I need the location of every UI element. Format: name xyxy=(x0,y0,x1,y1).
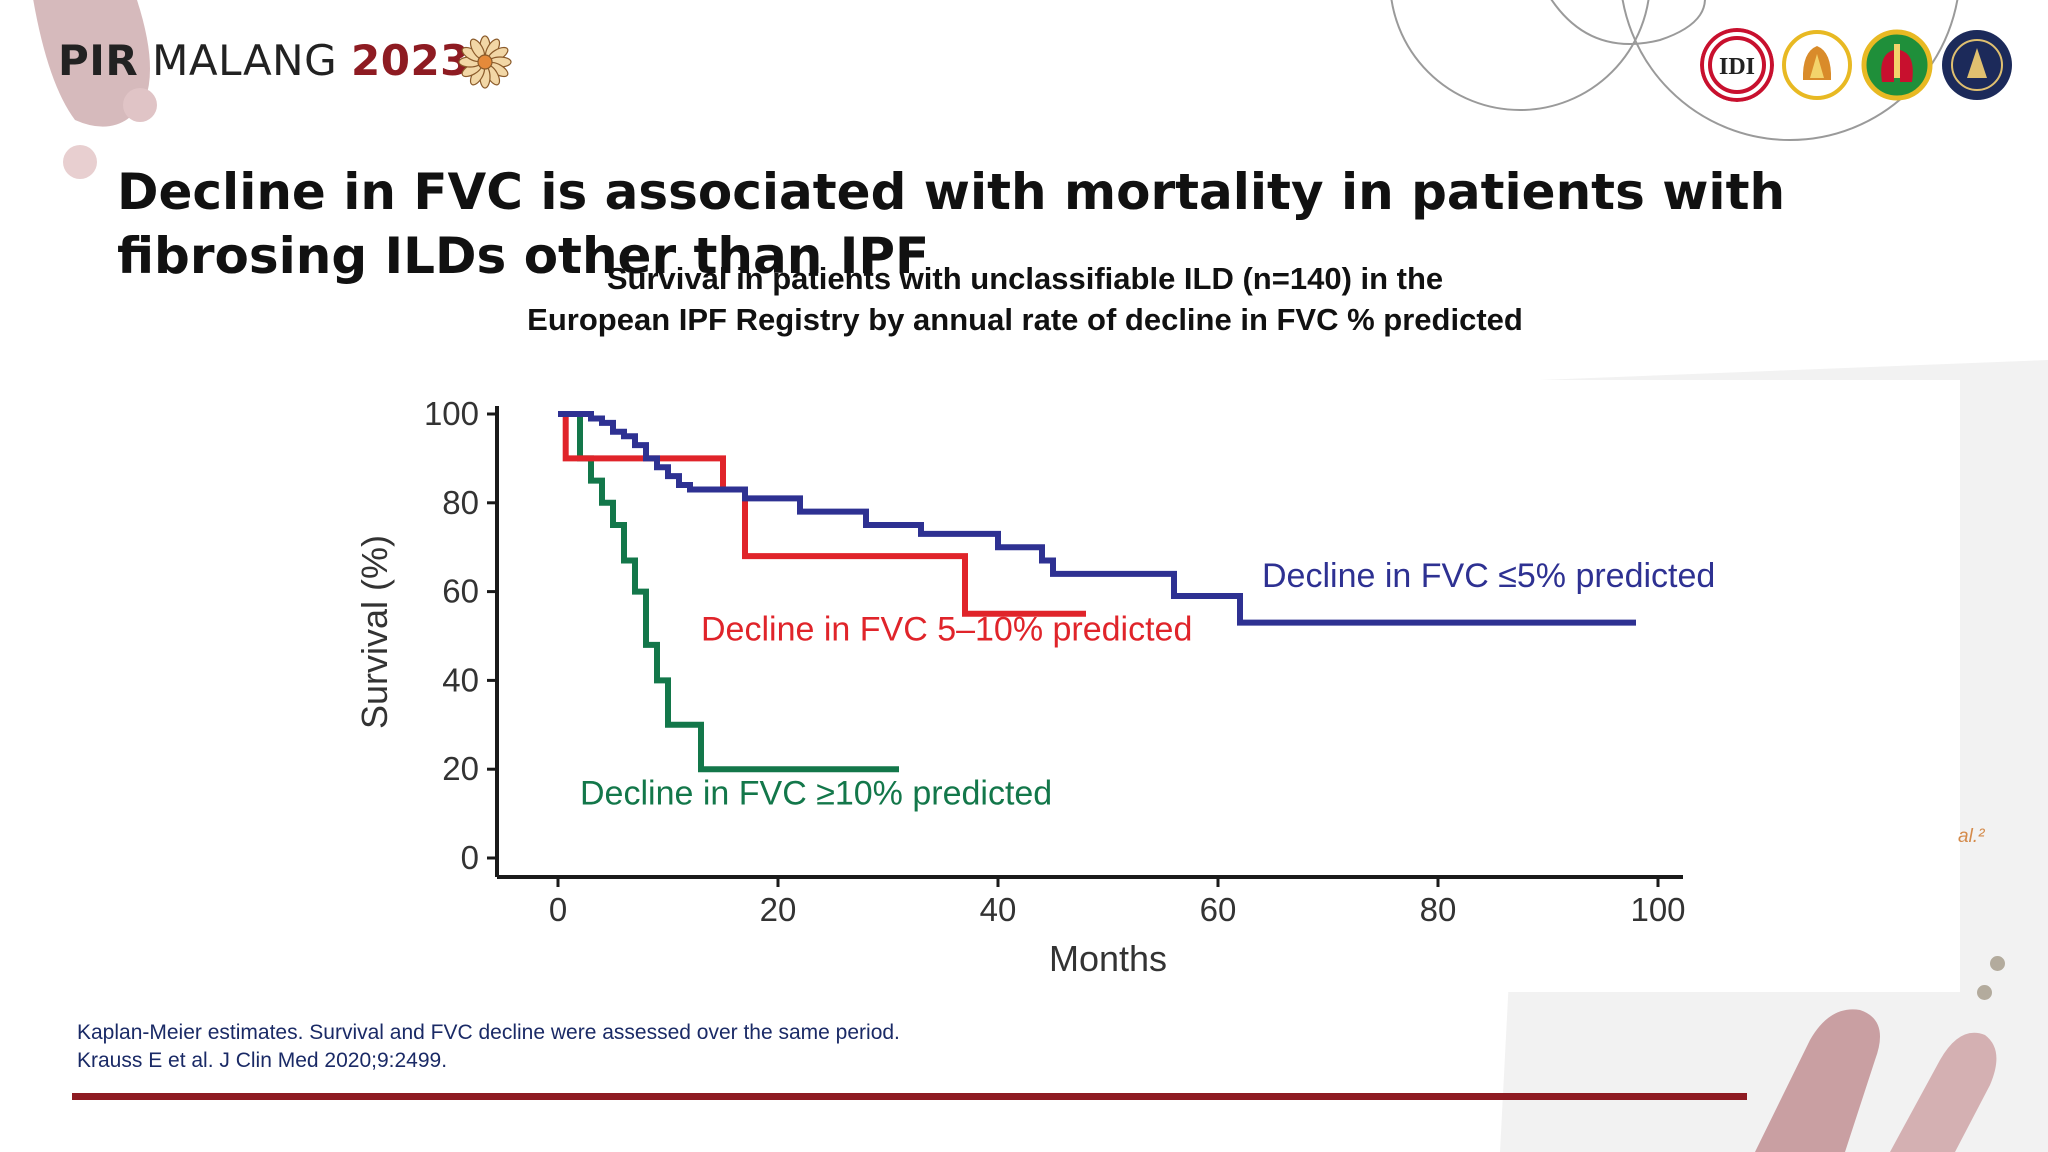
chart-panel xyxy=(340,380,1960,992)
x-tick-label: 100 xyxy=(1630,891,1685,928)
brand-light: MALANG xyxy=(152,36,338,85)
society-logo-2-icon xyxy=(1861,29,1933,101)
deco-ring-1 xyxy=(1390,0,1650,111)
survival-curve-3 xyxy=(558,411,899,773)
partial-reference-fragment: al.² xyxy=(1958,826,1985,847)
y-tick-label: 60 xyxy=(442,573,479,610)
chart-title-line-1: Survival in patients with unclassifiable… xyxy=(606,261,1444,296)
y-tick-label: 40 xyxy=(442,661,479,698)
society-logo-1-icon xyxy=(1782,30,1852,100)
footnote-line-2: Krauss E et al. J Clin Med 2020;9:2499. xyxy=(77,1049,448,1072)
survival-curve-1 xyxy=(558,411,1636,626)
corner-dot-1 xyxy=(123,88,157,122)
footnote-line-1: Kaplan-Meier estimates. Survival and FVC… xyxy=(77,1021,900,1044)
footnote: Kaplan-Meier estimates. Survival and FVC… xyxy=(77,1019,900,1075)
chart-title: Survival in patients with unclassifiable… xyxy=(430,258,1620,340)
series-label-1: Decline in FVC ≤5% predicted xyxy=(1262,557,1715,595)
y-tick-label: 0 xyxy=(461,839,479,876)
x-tick-label: 80 xyxy=(1420,891,1457,928)
chart-title-line-2: European IPF Registry by annual rate of … xyxy=(527,302,1523,337)
chart-series xyxy=(558,411,1636,773)
y-axis-label: Survival (%) xyxy=(354,535,395,729)
y-tick-label: 80 xyxy=(442,484,479,521)
corner-swoosh-top-left xyxy=(33,0,150,127)
deco-arc xyxy=(1550,0,1706,45)
slide-title: Decline in FVC is associated with mortal… xyxy=(117,163,1786,285)
brand-wordmark: PIR MALANG 2023 xyxy=(58,36,470,85)
brand-bold: PIR xyxy=(58,36,139,85)
y-tick-label: 20 xyxy=(442,750,479,787)
university-logo-icon xyxy=(1942,30,2012,100)
kaplan-meier-chart: 0 20 40 60 80 100 0 20 40 60 80 100 Months Survival (… xyxy=(354,395,1715,979)
x-tick-label: 40 xyxy=(980,891,1017,928)
brand-year: 2023 xyxy=(351,36,470,85)
flower-logo-icon xyxy=(458,35,512,89)
deco-ring-2 xyxy=(1621,0,1959,141)
series-label-3: Decline in FVC ≥10% predicted xyxy=(580,775,1052,813)
corner-swoosh-bottom-right xyxy=(1755,1009,1880,1152)
idi-logo-text: IDI xyxy=(1719,54,1755,80)
y-tick-label: 100 xyxy=(424,395,479,432)
x-axis-label: Months xyxy=(1049,938,1167,979)
corner-dot-2 xyxy=(63,145,97,179)
deco-dot-2 xyxy=(1977,985,1992,1000)
deco-dot-1 xyxy=(1990,956,2005,971)
chart-axes: 0 20 40 60 80 100 0 20 40 60 80 100 Months Survival (… xyxy=(354,395,1686,979)
idi-logo: IDI xyxy=(1700,28,1774,102)
x-tick-label: 60 xyxy=(1200,891,1237,928)
chart-annotations: Decline in FVC ≤5% predicted Decline in F… xyxy=(580,557,1715,813)
series-label-2: Decline in FVC 5–10% predicted xyxy=(701,610,1192,648)
footer-divider xyxy=(72,1093,1747,1100)
x-tick-label: 0 xyxy=(549,891,567,928)
x-tick-label: 20 xyxy=(760,891,797,928)
corner-swoosh-bottom-right-2 xyxy=(1890,1032,1997,1152)
